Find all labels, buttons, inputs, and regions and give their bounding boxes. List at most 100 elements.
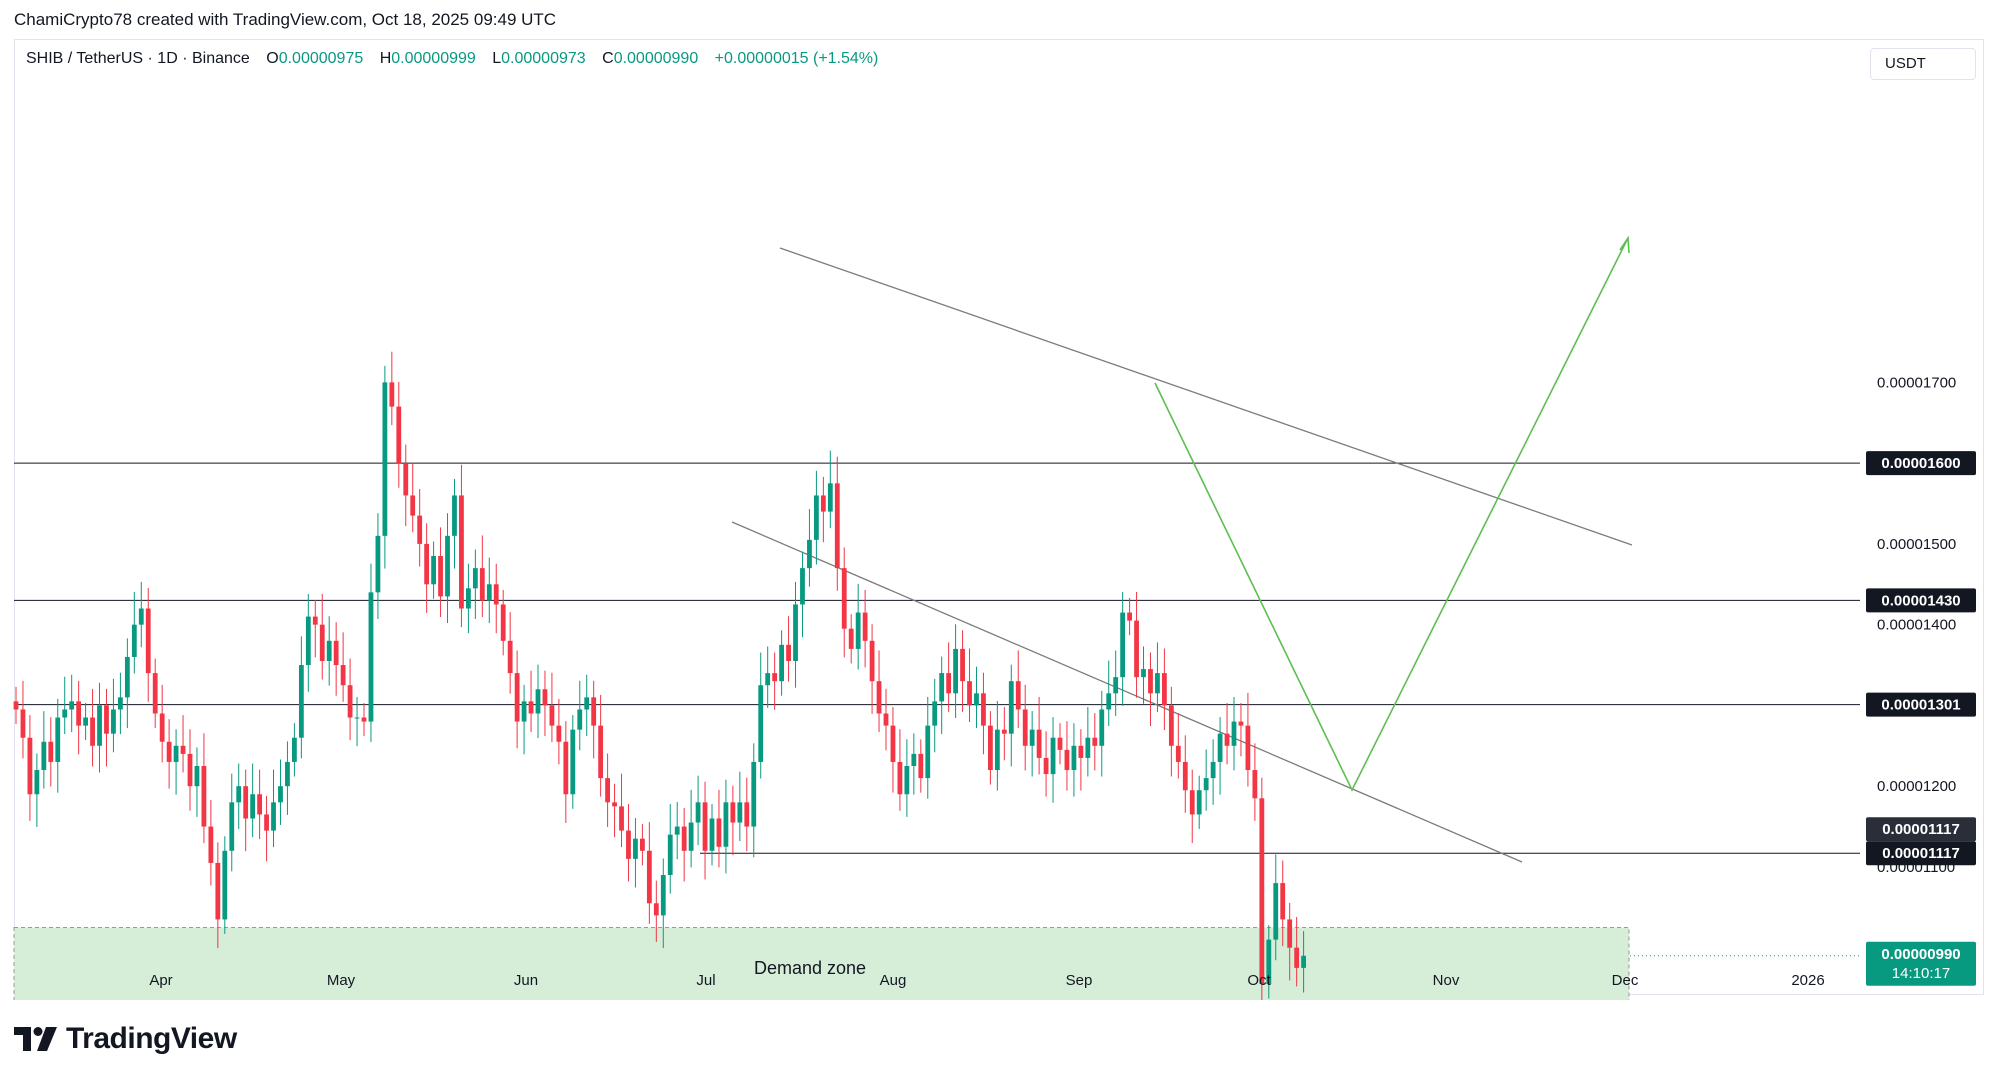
candle-body	[974, 693, 979, 706]
candle-body	[1099, 709, 1105, 746]
candle-body	[1029, 729, 1035, 746]
candle-body	[800, 568, 805, 605]
candle-body	[41, 741, 47, 771]
x-tick-label-5: Sep	[1066, 972, 1093, 989]
candle	[876, 650, 882, 733]
candle	[1001, 707, 1007, 761]
x-tick-label-2: Jun	[514, 972, 538, 989]
level-label-bg-0	[1866, 451, 1976, 476]
candle	[1113, 650, 1119, 716]
candle	[820, 476, 826, 543]
candle-body	[1085, 737, 1091, 758]
candle-body	[841, 568, 847, 629]
candle-body	[396, 406, 402, 464]
candle-body	[305, 616, 311, 666]
currency-button[interactable]: USDT	[1870, 48, 1976, 80]
candle	[904, 739, 910, 817]
level-label-extra-bg	[1866, 817, 1976, 842]
candle-body	[779, 644, 784, 682]
candle-body	[62, 709, 68, 718]
candle-body	[570, 729, 576, 795]
candle-body	[577, 709, 583, 730]
symbol-title[interactable]: SHIB / TetherUS · 1D · Binance	[26, 50, 250, 67]
candle	[62, 676, 68, 735]
candle-body	[855, 612, 861, 649]
tradingview-logo[interactable]: TradingView	[14, 1022, 237, 1056]
candle	[751, 743, 757, 858]
candle-body	[424, 543, 430, 585]
candle	[932, 678, 938, 753]
candle	[118, 672, 123, 735]
candle	[584, 674, 590, 737]
candle-body	[145, 608, 151, 674]
price-axis[interactable]: 0.00001700 0.00001500 0.00001400 0.00001200…	[1866, 374, 1976, 1000]
candle	[1134, 591, 1139, 698]
candle-body	[549, 705, 555, 726]
candle	[298, 636, 304, 759]
candle	[424, 523, 430, 613]
candle	[946, 642, 952, 712]
candle	[1238, 702, 1244, 757]
candle-body	[814, 495, 819, 540]
candle	[319, 593, 325, 680]
candle-body	[772, 673, 778, 682]
candle	[466, 563, 471, 634]
time-axis[interactable]: Apr May Jun Jul Aug Sep Oct Nov Dec 2026	[149, 972, 1824, 989]
chart-credit: ChamiCrypto78 created with TradingView.c…	[14, 10, 557, 29]
candle	[1015, 650, 1021, 729]
candle	[869, 624, 875, 714]
candle-body	[598, 725, 604, 779]
candle-body	[1036, 729, 1042, 758]
candle	[730, 785, 736, 856]
candle-body	[1078, 745, 1084, 758]
demand-zone-label: Demand zone	[754, 958, 866, 978]
candle	[507, 612, 513, 694]
candle-body	[97, 705, 102, 746]
candle	[1189, 769, 1195, 844]
price-chart[interactable]: Demand zone 0.00001700 0.00001500 0.000014…	[0, 0, 1999, 1000]
candle-body	[758, 685, 764, 762]
candle-body	[1224, 733, 1230, 746]
candle-body	[375, 535, 381, 593]
candle-body	[166, 741, 172, 762]
candle-body	[445, 535, 450, 597]
candle	[264, 795, 269, 862]
x-tick-label-9: 2026	[1791, 972, 1824, 989]
candle-body	[1127, 612, 1132, 621]
candle-body	[640, 838, 645, 851]
candle	[1127, 598, 1132, 636]
candle	[612, 783, 617, 838]
candle	[890, 707, 896, 793]
candle-body	[215, 862, 221, 920]
candle-body	[438, 556, 443, 597]
candle-body	[563, 741, 569, 795]
candle	[389, 351, 395, 426]
candle	[1168, 686, 1174, 777]
candle	[1106, 660, 1112, 727]
candle-body	[1155, 673, 1160, 694]
candle-body	[946, 673, 952, 694]
candle-body	[403, 463, 409, 496]
candle-body	[1252, 770, 1258, 799]
candle-body	[862, 612, 868, 641]
x-tick-label-6: Oct	[1247, 972, 1271, 989]
candle	[528, 670, 534, 733]
candle	[403, 444, 409, 527]
upper-trendline	[779, 247, 1633, 546]
candle	[974, 666, 979, 729]
projection-path	[1154, 237, 1629, 792]
candle-body	[472, 568, 478, 589]
candle-body	[626, 830, 631, 859]
candle	[674, 801, 680, 860]
candle-body	[257, 794, 262, 815]
y-tick-label-3: 0.00001200	[1877, 778, 1956, 795]
y-tick-label-0: 0.00001700	[1877, 374, 1956, 391]
candle	[591, 680, 597, 759]
candle-body	[131, 624, 137, 657]
candle	[229, 773, 235, 872]
candle-body	[681, 826, 687, 851]
candle	[1224, 702, 1230, 765]
candle-body	[382, 382, 388, 536]
candle-body	[994, 729, 1000, 771]
candle	[257, 769, 262, 840]
